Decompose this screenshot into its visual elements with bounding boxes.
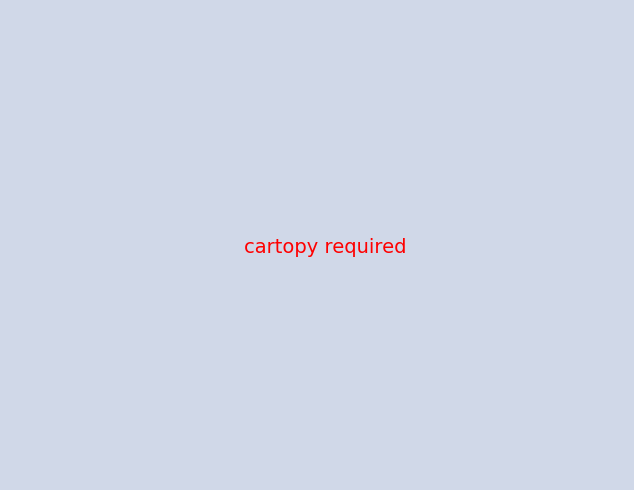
Text: cartopy required: cartopy required: [243, 238, 406, 257]
